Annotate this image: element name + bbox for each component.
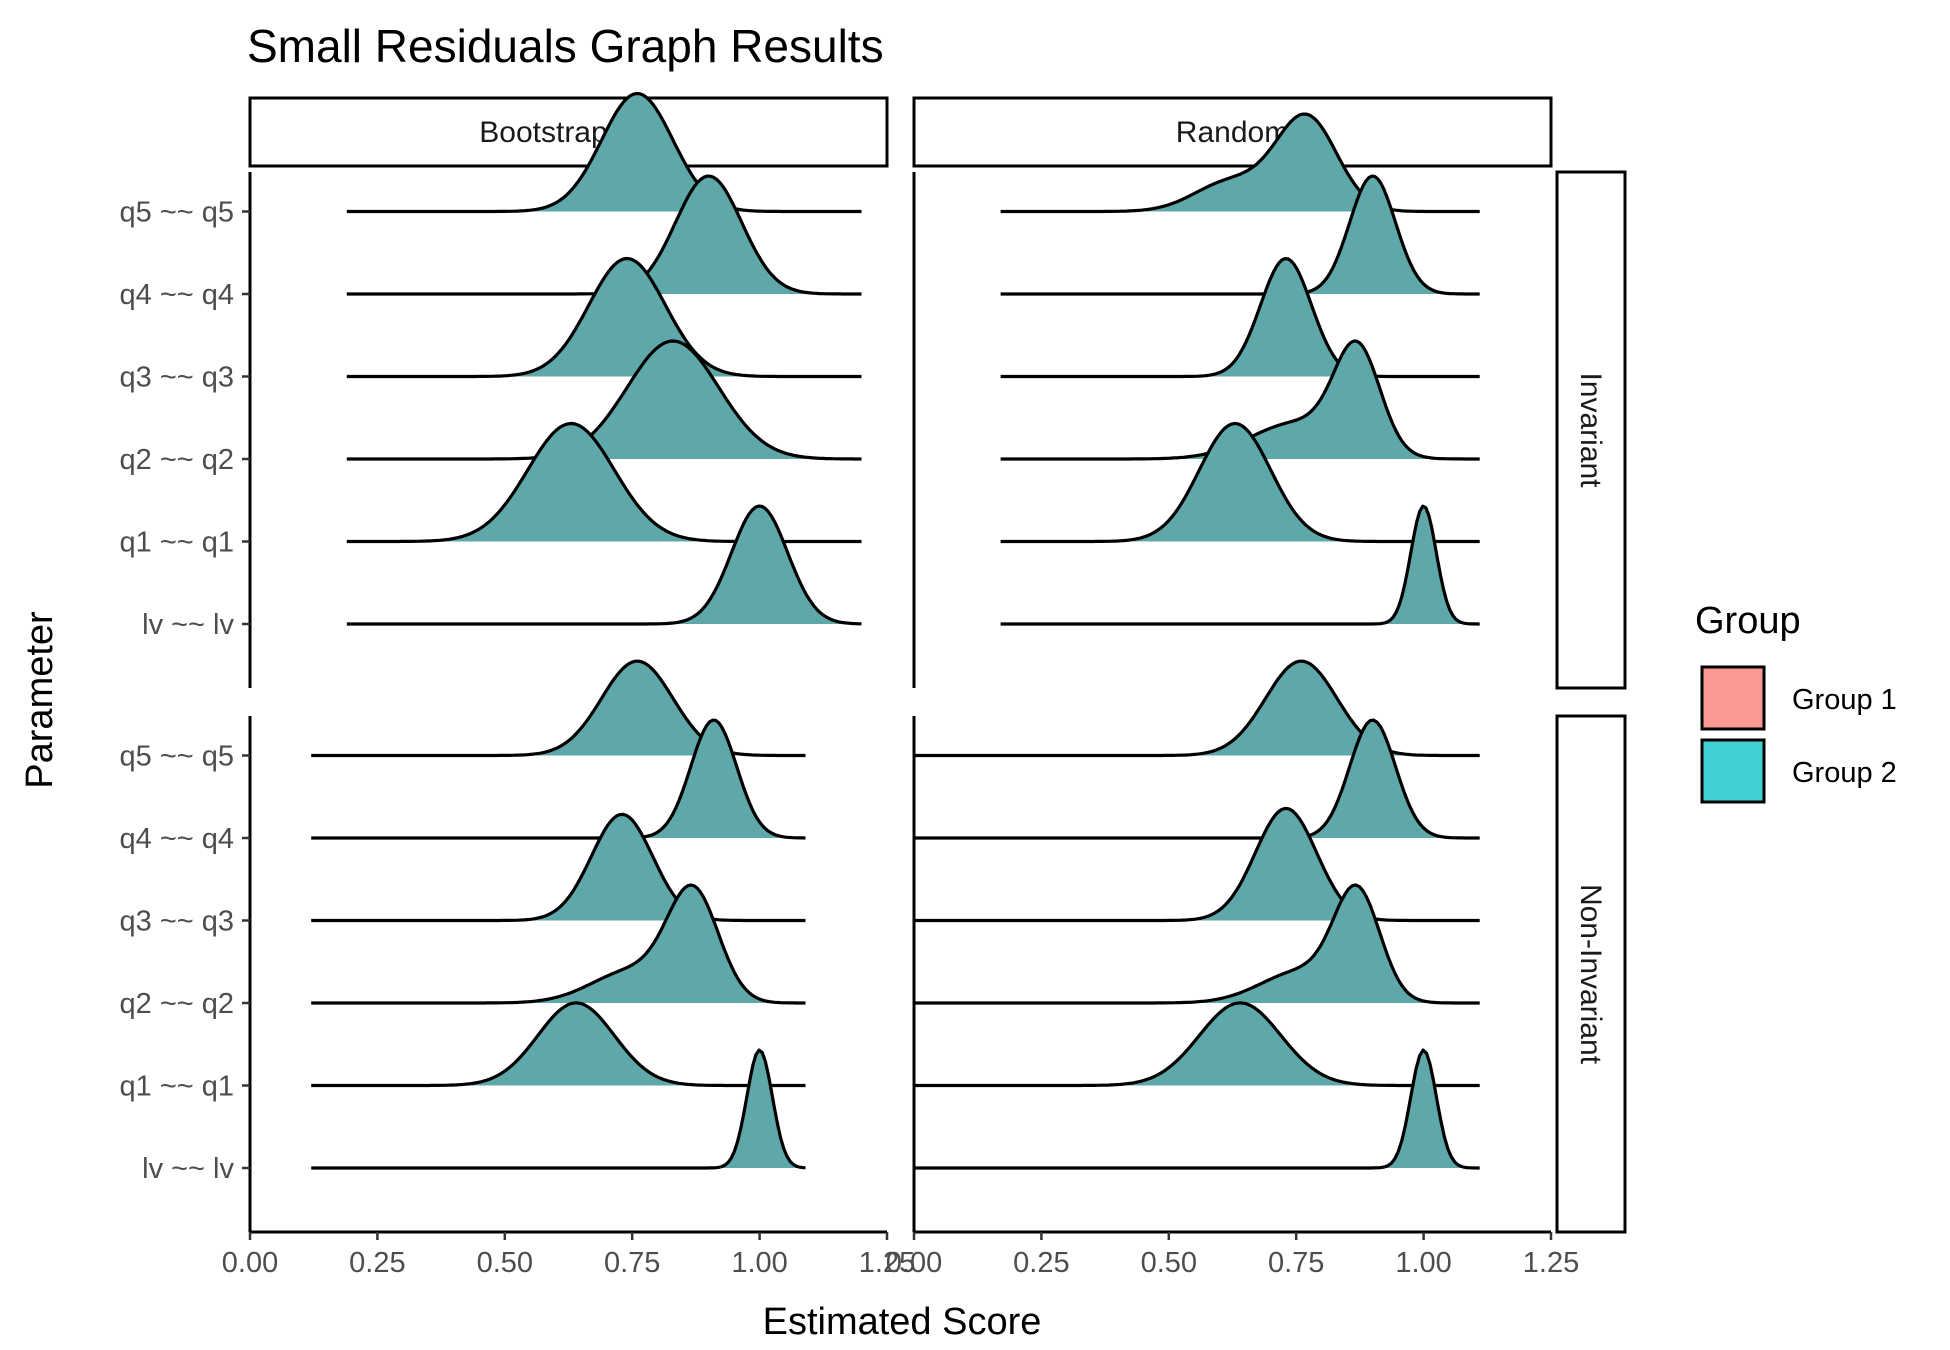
density-fill-q1-q1: [914, 1002, 1480, 1086]
density-fill-q5-q5: [346, 93, 862, 212]
y-tick-label: q5 ~~ q5: [120, 197, 235, 229]
density-line-q2-q2: [914, 883, 1480, 1005]
x-tick-label: 0.00: [222, 1247, 278, 1279]
panels-layer: Bootstrapped RandomInvariantNon-Invariant…: [120, 91, 1627, 1279]
density-line-q5-q5: [1000, 112, 1480, 214]
panel-bootstrapped-non-invariant: lv ~~ lv q1 ~~ q1 q2 ~~ q2 q3 ~~ q3 q4 ~~ q4…: [120, 659, 915, 1279]
legend-swatch-group-1: [1700, 665, 1766, 731]
x-tick-label: 0.50: [1141, 1247, 1197, 1279]
strip-bootstrapped: [248, 96, 889, 168]
density-fill-lv-lv: [914, 1050, 1480, 1168]
density-fill-q3-q3: [346, 258, 862, 377]
strip-label-random: Random: [1176, 116, 1289, 149]
density-line-q5-q5: [914, 659, 1480, 758]
density-line-lv-lv: [311, 1048, 806, 1170]
density-fill-lv-lv: [346, 506, 862, 624]
legend-swatch-group-2: [1700, 738, 1766, 804]
density-line-q1-q1: [914, 1001, 1480, 1088]
x-tick-label: 1.25: [1523, 1247, 1579, 1279]
density-fill-lv-lv: [1000, 506, 1480, 624]
y-tick-label: q2 ~~ q2: [120, 988, 235, 1020]
y-tick-label: q3 ~~ q3: [120, 906, 235, 938]
y-tick-label: q5 ~~ q5: [120, 741, 235, 773]
x-tick-label: 0.75: [604, 1247, 660, 1279]
chart-title: Small Residuals Graph Results: [247, 20, 884, 72]
density-fill-lv-lv: [311, 1050, 806, 1168]
x-tick-label: 0.50: [477, 1247, 533, 1279]
y-tick-label: q2 ~~ q2: [120, 444, 235, 476]
density-line-q3-q3: [914, 806, 1480, 923]
density-line-q3-q3: [1000, 257, 1480, 379]
density-line-q2-q2: [311, 883, 806, 1005]
density-line-q5-q5: [311, 659, 806, 758]
density-line-q3-q3: [346, 256, 862, 379]
y-tick-label: q4 ~~ q4: [120, 823, 235, 855]
density-fill-q2-q2: [346, 341, 862, 459]
strip-random: [912, 96, 1553, 168]
density-fill-q4-q4: [311, 720, 806, 838]
y-tick-label: q4 ~~ q4: [120, 279, 235, 311]
density-line-lv-lv: [1000, 504, 1480, 626]
density-fill-q2-q2: [1000, 341, 1480, 459]
density-line-q2-q2: [346, 339, 862, 461]
x-tick-label: 1.00: [731, 1247, 787, 1279]
strip-label-non-invariant: Non-Invariant: [1574, 884, 1607, 1065]
density-fill-q5-q5: [1000, 114, 1480, 212]
panel-random-invariant: [912, 112, 1480, 688]
density-line-q5-q5: [346, 91, 862, 214]
density-fill-q1-q1: [346, 423, 862, 542]
density-fill-q5-q5: [311, 661, 806, 756]
density-fill-q2-q2: [311, 885, 806, 1003]
x-tick-label: 1.25: [859, 1247, 915, 1279]
y-tick-label: q1 ~~ q1: [120, 527, 235, 559]
y-axis-title: Parameter: [19, 611, 61, 789]
strip-non-invariant: [1555, 714, 1627, 1234]
density-line-lv-lv: [346, 504, 862, 626]
legend-label-group-1: Group 1: [1792, 684, 1897, 716]
density-line-q4-q4: [1000, 174, 1480, 296]
y-tick-label: lv ~~ lv: [142, 609, 234, 641]
density-fill-q4-q4: [914, 720, 1480, 838]
density-line-q3-q3: [311, 812, 806, 923]
legend: Group Group 1 Group 2: [1695, 600, 1897, 804]
x-tick-label: 0.75: [1268, 1247, 1324, 1279]
x-tick-label: 0.25: [349, 1247, 405, 1279]
density-fill-q4-q4: [1000, 176, 1480, 294]
legend-label-group-2: Group 2: [1792, 757, 1897, 789]
y-tick-label: lv ~~ lv: [142, 1153, 234, 1185]
panel-bootstrapped-invariant: lv ~~ lv q1 ~~ q1 q2 ~~ q2 q3 ~~ q3 q4 ~~ q4…: [120, 91, 862, 688]
density-line-q4-q4: [914, 718, 1480, 840]
x-tick-label: 1.00: [1395, 1247, 1451, 1279]
y-tick-label: q1 ~~ q1: [120, 1071, 235, 1103]
x-tick-label: 0.00: [886, 1247, 942, 1279]
density-line-q1-q1: [311, 1001, 806, 1088]
density-fill-q2-q2: [914, 885, 1480, 1003]
x-axis-title: Estimated Score: [763, 1301, 1042, 1343]
legend-title: Group: [1695, 600, 1801, 642]
y-tick-label: q3 ~~ q3: [120, 362, 235, 394]
density-fill-q5-q5: [914, 661, 1480, 756]
density-fill-q1-q1: [311, 1002, 806, 1086]
density-fill-q1-q1: [1000, 423, 1480, 542]
strip-label-invariant: Invariant: [1574, 372, 1607, 488]
panel-random-non-invariant: 0.00 0.25 0.50 0.75 1.00 1.25: [886, 659, 1579, 1279]
density-line-lv-lv: [914, 1048, 1480, 1170]
density-line-q4-q4: [311, 718, 806, 840]
density-line-q1-q1: [1000, 421, 1480, 544]
strip-invariant: [1555, 170, 1627, 690]
x-tick-label: 0.25: [1013, 1247, 1069, 1279]
